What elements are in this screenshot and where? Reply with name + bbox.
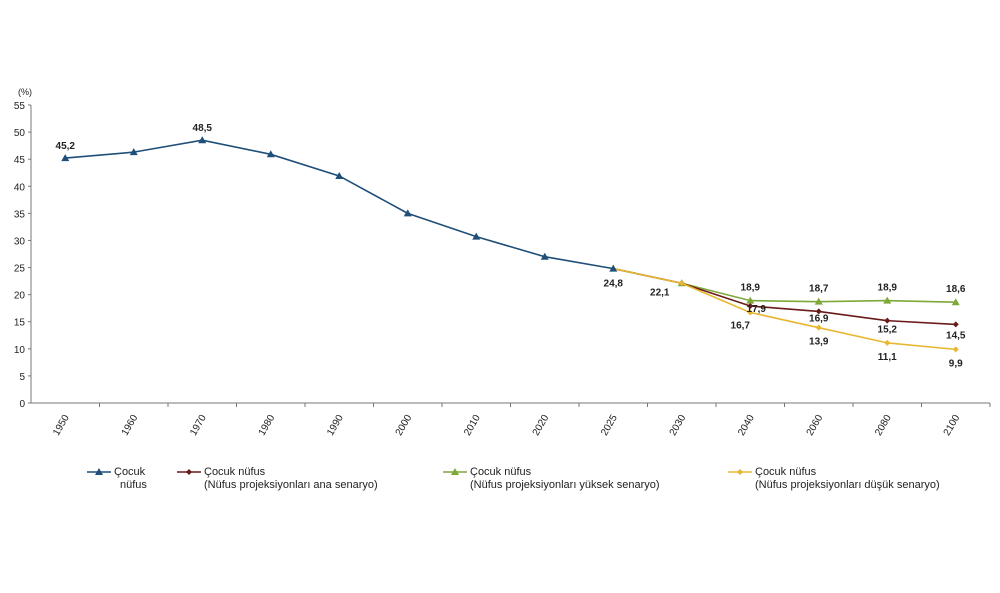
data-point [266, 150, 275, 158]
y-tick-label: 30 [14, 236, 26, 247]
legend-swatch-icon [177, 469, 201, 475]
data-point [951, 298, 960, 306]
data-point [61, 154, 70, 162]
y-tick-label: 55 [14, 101, 26, 112]
legend-label: (Nüfus projeksiyonları yüksek senaryo) [470, 479, 660, 491]
y-tick-label: 5 [19, 372, 25, 383]
x-tick-label: 2060 [805, 413, 826, 438]
y-tick-label: 15 [14, 318, 26, 329]
legend-marker [737, 469, 743, 475]
x-tick-label: 2000 [394, 413, 415, 438]
data-point [198, 136, 207, 144]
y-tick-label: 35 [14, 209, 26, 220]
data-point [403, 209, 412, 217]
legend-label: nüfus [120, 479, 147, 491]
data-point [814, 297, 823, 305]
legend-label: Çocuk [114, 466, 146, 478]
series-line [613, 267, 956, 351]
data-point [747, 303, 754, 310]
y-axis-label: (%) [18, 87, 32, 97]
legend-swatch-icon [728, 469, 752, 475]
y-tick-label: 10 [14, 345, 26, 356]
data-point [335, 171, 344, 179]
y-tick-label: 45 [14, 155, 26, 166]
legend-marker [451, 468, 459, 475]
y-tick-label: 25 [14, 264, 26, 275]
data-label: 18,9 [878, 283, 898, 294]
data-label: 14,5 [946, 330, 966, 341]
x-tick-label: 2080 [873, 413, 894, 438]
y-tick-label: 40 [14, 182, 26, 193]
data-label: 45,2 [56, 141, 76, 152]
data-label: 15,2 [878, 325, 898, 336]
legend-label: (Nüfus projeksiyonları düşük senaryo) [755, 479, 940, 491]
x-tick-label: 1980 [257, 413, 278, 438]
legend-item: Çocuk nüfus (Nüfus projeksiyonları düşük … [727, 466, 940, 492]
legend-marker [186, 469, 192, 475]
data-label: 48,5 [193, 123, 213, 134]
series-line [65, 139, 614, 270]
x-tick-label: 2100 [942, 413, 963, 438]
data-label: 9,9 [949, 358, 963, 369]
data-label: 18,7 [809, 284, 829, 295]
data-point [678, 280, 685, 287]
data-point [609, 264, 618, 272]
data-point [472, 232, 481, 240]
data-point [129, 148, 138, 156]
data-label: 11,1 [878, 352, 897, 363]
legend-swatch-icon [443, 468, 467, 475]
x-tick-label: 1950 [51, 413, 72, 438]
data-point [815, 324, 822, 331]
x-tick-label: 2030 [668, 413, 689, 438]
data-point [747, 309, 754, 316]
x-tick-label: 1960 [120, 413, 141, 438]
data-point [952, 346, 959, 353]
y-tick-label: 20 [14, 291, 26, 302]
legend-marker [95, 468, 103, 475]
data-label: 13,9 [809, 337, 829, 348]
data-point [884, 317, 891, 324]
x-tick-label: 2010 [462, 413, 483, 438]
legend-label: Çocuk nüfus [204, 466, 266, 478]
data-point [883, 296, 892, 304]
data-label: 16,7 [731, 321, 751, 332]
data-label: 18,9 [741, 283, 761, 294]
y-tick-label: 50 [14, 128, 26, 139]
data-point [815, 308, 822, 315]
legend-item: Çocuk nüfus (Nüfus projeksiyonları ana se… [176, 466, 378, 492]
legend-item: Çocuk nüfus (Nüfus projeksiyonları yüksek… [442, 466, 660, 492]
x-tick-label: 1990 [325, 413, 346, 438]
legend-label: (Nüfus projeksiyonları ana senaryo) [204, 479, 378, 491]
legend-item: Çocuk nüfus [86, 466, 147, 492]
legend-label: Çocuk nüfus [755, 466, 817, 478]
y-tick-label: 0 [19, 399, 25, 410]
data-point [746, 296, 755, 304]
data-point [540, 252, 549, 260]
data-point [952, 321, 959, 328]
data-point [884, 339, 891, 346]
legend-label: Çocuk nüfus [470, 466, 532, 478]
data-label: 17,9 [747, 304, 767, 315]
x-tick-label: 2025 [599, 413, 620, 438]
x-tick-label: 2020 [531, 413, 552, 438]
data-label: 18,6 [946, 284, 966, 295]
legend-swatch-icon [87, 468, 111, 475]
x-tick-label: 1970 [188, 413, 209, 438]
data-label: 24,8 [604, 279, 624, 290]
data-label: 16,9 [809, 313, 829, 324]
x-tick-label: 2040 [736, 413, 757, 438]
data-label: 22,1 [650, 287, 670, 298]
